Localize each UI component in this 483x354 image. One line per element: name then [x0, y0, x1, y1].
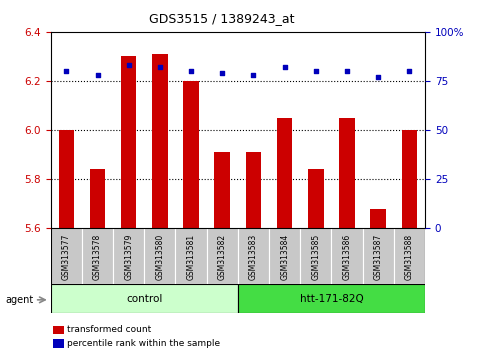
Bar	[82, 228, 113, 285]
Bar	[363, 228, 394, 285]
Text: htt-171-82Q: htt-171-82Q	[299, 294, 363, 304]
Text: GSM313585: GSM313585	[312, 234, 320, 280]
Bar	[300, 228, 331, 285]
Point	[406, 68, 413, 74]
Text: GSM313581: GSM313581	[186, 234, 196, 280]
Point	[218, 70, 226, 76]
Bar	[51, 284, 238, 313]
Bar	[58, 130, 74, 228]
Point	[312, 68, 320, 74]
Text: GSM313579: GSM313579	[124, 233, 133, 280]
Bar	[175, 228, 207, 285]
Text: GSM313587: GSM313587	[374, 234, 383, 280]
Bar	[331, 228, 363, 285]
Bar	[214, 152, 230, 228]
Bar	[269, 228, 300, 285]
Point	[156, 64, 164, 70]
Bar	[90, 170, 105, 228]
Point	[343, 68, 351, 74]
Bar	[402, 130, 417, 228]
Bar	[246, 152, 261, 228]
Bar	[238, 228, 269, 285]
Point	[250, 72, 257, 78]
Bar	[51, 228, 82, 285]
Bar	[370, 209, 386, 228]
Bar	[152, 54, 168, 228]
Bar	[394, 228, 425, 285]
Point	[62, 68, 70, 74]
Text: percentile rank within the sample: percentile rank within the sample	[67, 339, 220, 348]
Text: GSM313583: GSM313583	[249, 234, 258, 280]
Bar	[183, 81, 199, 228]
Text: GSM313584: GSM313584	[280, 234, 289, 280]
Text: agent: agent	[6, 295, 34, 305]
Text: control: control	[126, 294, 162, 304]
Bar	[339, 118, 355, 228]
Bar	[277, 118, 293, 228]
Bar	[207, 228, 238, 285]
Text: GSM313586: GSM313586	[342, 234, 352, 280]
Text: GSM313582: GSM313582	[218, 234, 227, 280]
Point	[94, 72, 101, 78]
Text: GSM313577: GSM313577	[62, 233, 71, 280]
Text: GSM313588: GSM313588	[405, 234, 414, 280]
Bar	[238, 284, 425, 313]
Bar	[121, 56, 137, 228]
Point	[281, 64, 288, 70]
Bar	[113, 228, 144, 285]
Point	[187, 68, 195, 74]
Text: GSM313580: GSM313580	[156, 234, 164, 280]
Bar	[308, 170, 324, 228]
Text: GDS3515 / 1389243_at: GDS3515 / 1389243_at	[149, 12, 295, 25]
Point	[374, 74, 382, 80]
Text: transformed count: transformed count	[67, 325, 151, 335]
Point	[125, 62, 132, 68]
Bar	[144, 228, 175, 285]
Text: GSM313578: GSM313578	[93, 234, 102, 280]
